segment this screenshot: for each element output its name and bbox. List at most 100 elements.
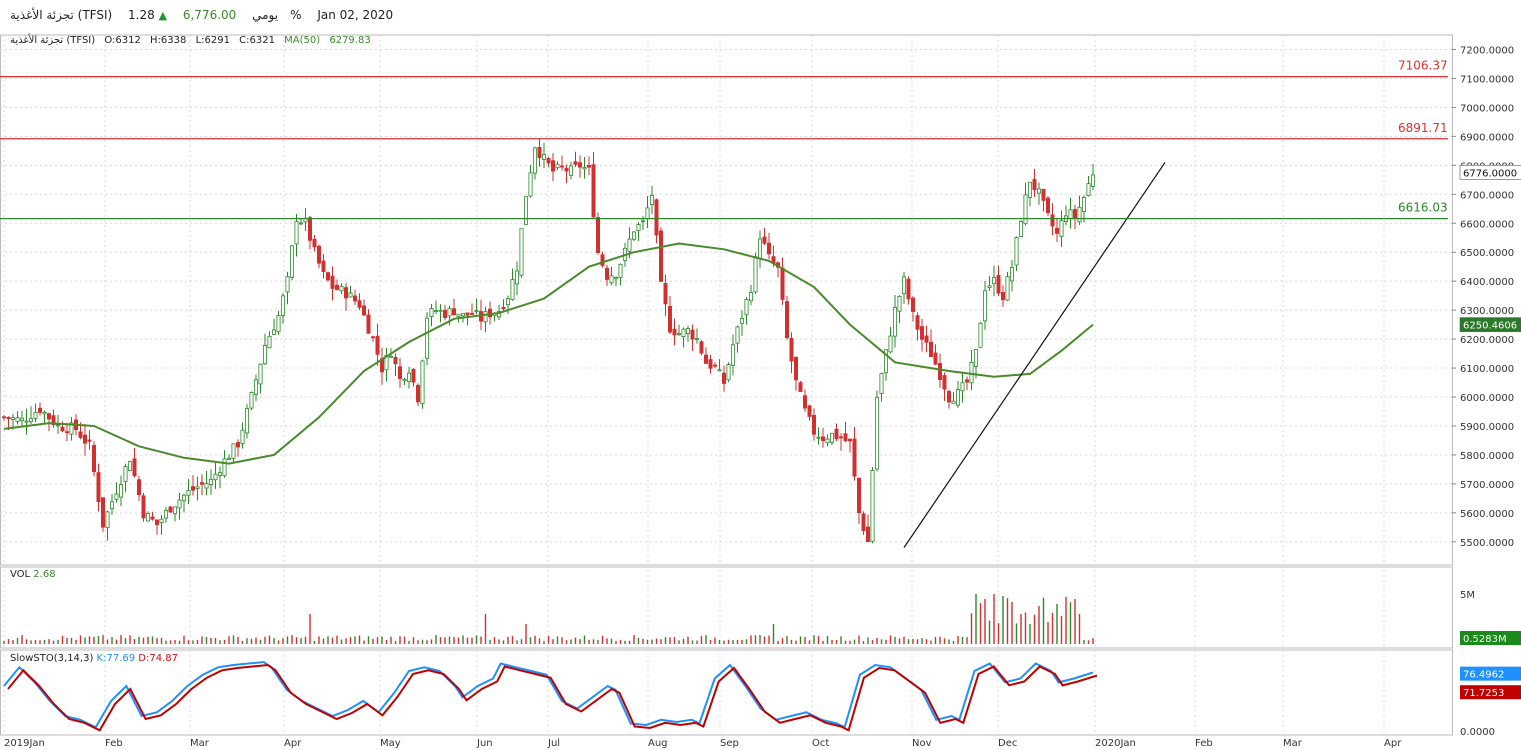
candle-body [114, 493, 119, 500]
time-tick-label: Oct [812, 738, 829, 749]
candle-body [875, 396, 880, 470]
candle-body [181, 494, 186, 502]
price-tick-label: 5700.0000 [1460, 480, 1514, 491]
time-tick-label: Jun [476, 738, 493, 749]
price-tick-label: 6300.0000 [1460, 306, 1514, 317]
candle-body [150, 516, 155, 520]
time-tick-label: Feb [105, 738, 123, 749]
candle-body [798, 382, 803, 392]
candle-body [1005, 276, 1010, 301]
candle-body [911, 297, 916, 312]
candle-body [294, 221, 299, 245]
candle-body [190, 486, 195, 491]
ohlc-symbol: تجزئة الأغذية (TFSI) [10, 35, 96, 46]
candle-body [65, 431, 70, 434]
period-label[interactable]: يومي [252, 8, 279, 22]
candle-body [402, 379, 407, 382]
ohlc-legend: تجزئة الأغذية (TFSI) O:6312 H:6338 L:629… [10, 35, 377, 46]
stochastic-d: D:74.87 [138, 653, 178, 664]
time-tick-label: Mar [1283, 738, 1303, 749]
candle-body [956, 389, 961, 406]
candle-body [1041, 188, 1046, 201]
chart-header: تجزئة الأغذية (TFSI) يومي 6,776.00 ▲ 1.2… [10, 8, 405, 22]
candle-body [555, 163, 560, 169]
candle-body [316, 245, 321, 264]
candle-body [42, 412, 47, 415]
candle-body [163, 509, 168, 519]
candle-body [726, 364, 731, 381]
candle-body [560, 165, 565, 168]
candle-body [267, 335, 272, 349]
candle-body [123, 466, 128, 482]
candle-body [420, 360, 425, 404]
stochastic-zero-label: 0.0000 [1460, 727, 1495, 738]
candle-body [258, 363, 263, 385]
candle-body [370, 336, 375, 339]
candle-body [722, 372, 727, 384]
candle-body [938, 363, 943, 380]
last-price-badge: 6776.0000 [1463, 168, 1517, 179]
ohlc-high: H:6338 [150, 35, 187, 46]
price-tick-label: 6200.0000 [1460, 335, 1514, 346]
candle-body [375, 335, 380, 355]
candle-body [253, 379, 258, 396]
candle-body [767, 242, 772, 255]
candle-body [199, 482, 204, 485]
candle-body [807, 405, 812, 417]
candle-body [1091, 174, 1096, 187]
candle-body [15, 417, 20, 422]
candle-body [1028, 181, 1033, 198]
ohlc-open: O:6312 [104, 35, 141, 46]
volume-series [3, 594, 1094, 644]
candle-body [591, 164, 596, 218]
candle-body [1046, 197, 1051, 214]
time-tick-label: Sep [720, 738, 739, 749]
candle-body [217, 472, 222, 476]
candle-body [546, 158, 551, 164]
candle-body [442, 309, 447, 318]
candle-body [47, 413, 52, 420]
candle-body [429, 308, 434, 318]
candle-body [60, 426, 65, 432]
candle-body [821, 436, 826, 441]
candle-body [551, 160, 556, 172]
candle-body [159, 518, 164, 524]
candle-body [307, 217, 312, 241]
candle-body [587, 164, 592, 168]
candle-body [695, 338, 700, 340]
candle-body [893, 306, 898, 337]
volume-legend: VOL 2.68 [10, 569, 56, 580]
time-tick-label: Apr [284, 738, 302, 749]
time-tick-label: 2019Jan [4, 738, 45, 749]
candle-body [857, 478, 862, 514]
candle-body [92, 445, 97, 473]
candle-body [672, 328, 677, 336]
candlestick-series [2, 138, 1096, 544]
candle-body [177, 499, 182, 509]
time-tick-label: Apr [1384, 738, 1402, 749]
candle-body [645, 207, 650, 219]
candle-body [803, 395, 808, 409]
candle-body [717, 369, 722, 372]
time-tick-label: Nov [912, 738, 932, 749]
candle-body [348, 292, 353, 298]
candle-body [573, 161, 578, 165]
volume-value: 2.68 [33, 569, 56, 580]
candle-body [186, 490, 191, 496]
candle-body [56, 424, 61, 427]
candle-body [352, 295, 357, 302]
candle-body [101, 497, 106, 528]
candle-body [505, 298, 510, 306]
candle-body [357, 300, 362, 308]
candle-body [213, 473, 218, 481]
candle-body [528, 172, 533, 197]
change-percent: 1.28% [128, 8, 302, 22]
trendline [903, 162, 1166, 548]
candle-body [105, 511, 110, 529]
candle-body [929, 341, 934, 358]
candle-body [132, 458, 137, 477]
price-tick-label: 6700.0000 [1460, 190, 1514, 201]
candle-body [474, 310, 479, 312]
ohlc-close: C:6321 [239, 35, 275, 46]
